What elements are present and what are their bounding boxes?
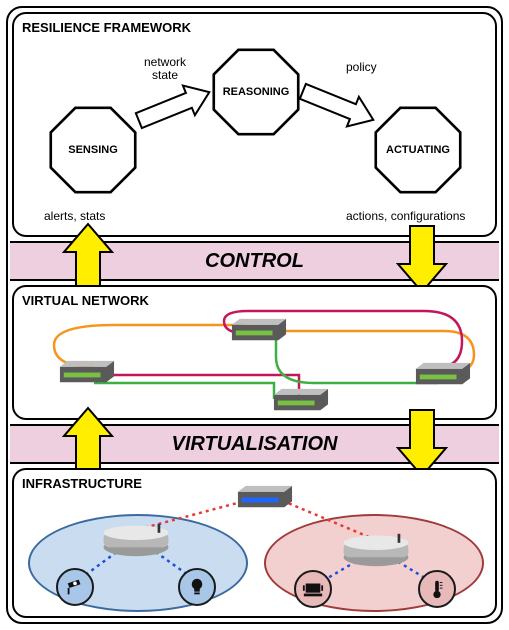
arrow-sensing-reasoning xyxy=(130,76,220,136)
bulb-icon xyxy=(178,568,216,606)
node-reasoning: REASONING xyxy=(212,48,300,136)
section-framework: RESILIENCE FRAMEWORK SENSING REASONING A… xyxy=(12,12,497,237)
yellow-arrow-down-1 xyxy=(396,222,448,294)
infra-switch xyxy=(236,484,294,508)
section-virtual: VIRTUAL NETWORK xyxy=(12,285,497,420)
thermo-icon xyxy=(418,570,456,608)
label-actions: actions, configurations xyxy=(346,209,465,223)
node-reasoning-label: REASONING xyxy=(223,86,290,98)
yellow-arrow-up-1 xyxy=(62,222,114,294)
camera-icon xyxy=(56,568,94,606)
label-network-state: network state xyxy=(144,56,186,81)
section-framework-title: RESILIENCE FRAMEWORK xyxy=(22,20,191,35)
band-control-label: CONTROL xyxy=(205,250,304,272)
node-sensing: SENSING xyxy=(49,106,137,194)
label-policy: policy xyxy=(346,60,377,74)
node-actuating-label: ACTUATING xyxy=(386,144,450,156)
vswitch-4 xyxy=(414,361,472,385)
virtual-links xyxy=(14,287,499,422)
arrow-reasoning-actuating xyxy=(294,76,384,136)
vswitch-3 xyxy=(272,387,330,411)
router-right xyxy=(340,532,412,566)
band-virtualisation-label: VIRTUALISATION xyxy=(172,433,338,455)
node-sensing-label: SENSING xyxy=(68,144,118,156)
media-icon xyxy=(294,570,332,608)
vswitch-1 xyxy=(58,359,116,383)
label-alerts: alerts, stats xyxy=(44,209,105,223)
vswitch-2 xyxy=(230,317,288,341)
node-actuating: ACTUATING xyxy=(374,106,462,194)
section-infra: INFRASTRUCTURE xyxy=(12,468,497,618)
router-left xyxy=(100,522,172,556)
